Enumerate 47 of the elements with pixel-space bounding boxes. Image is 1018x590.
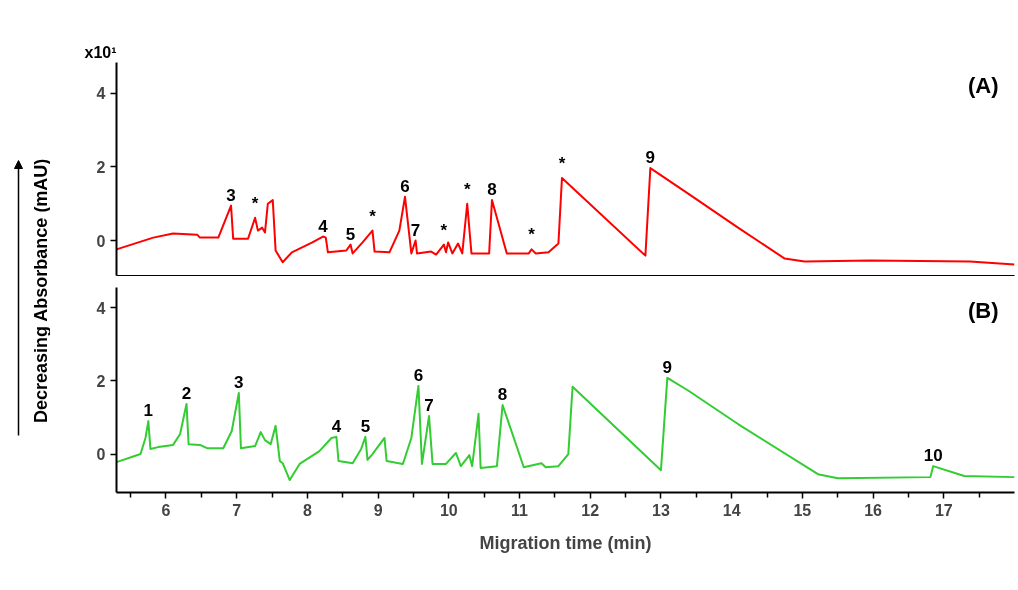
annotation: * xyxy=(440,220,448,240)
annotation: 5 xyxy=(360,416,371,436)
annotation: 1 xyxy=(143,401,154,421)
text: (A) xyxy=(967,72,999,98)
annotation: 7 xyxy=(424,395,434,415)
x-tick-label: 9 xyxy=(373,501,383,519)
x-tick-label: 16 xyxy=(864,501,883,519)
annotation: * xyxy=(251,193,259,213)
annotation: 9 xyxy=(662,357,673,377)
x-tick-label: 8 xyxy=(302,501,312,519)
annotation: * xyxy=(369,206,377,226)
x-tick-label: 7 xyxy=(232,501,242,519)
x-axis-title: Migration time (min) xyxy=(479,532,652,553)
y-tick-label: 4 xyxy=(96,299,106,317)
annotation: * xyxy=(463,179,471,199)
annotation: * xyxy=(558,154,566,174)
annotation: 6 xyxy=(413,365,424,385)
annotation: 5 xyxy=(345,224,356,244)
y-tick-label: 2 xyxy=(96,372,106,390)
annotation: 2 xyxy=(181,383,192,403)
y-tick-label: 2 xyxy=(96,158,106,176)
annotation: 7 xyxy=(410,220,421,240)
annotation: 10 xyxy=(923,446,943,466)
x-tick-label: 10 xyxy=(439,501,458,519)
text: x10¹ xyxy=(84,43,117,61)
x-tick-label: 14 xyxy=(722,501,741,519)
annotation: * xyxy=(528,225,536,245)
x-tick-label: 6 xyxy=(161,501,171,519)
annotation: 4 xyxy=(318,216,329,236)
annotation: 3 xyxy=(226,185,236,205)
x-tick-label: 17 xyxy=(934,501,953,519)
annotation: 6 xyxy=(400,176,410,196)
annotation: 3 xyxy=(234,372,244,392)
line-series xyxy=(116,167,1015,266)
x-tick-label: 12 xyxy=(581,501,600,519)
annotation: 9 xyxy=(645,148,656,168)
x-tick-label: 11 xyxy=(511,501,529,519)
annotation: 8 xyxy=(487,180,497,200)
y-tick-label: 4 xyxy=(96,85,106,103)
y-tick-label: 0 xyxy=(96,446,106,464)
x-tick-label: 15 xyxy=(793,501,812,519)
annotation: 8 xyxy=(497,385,508,405)
y-tick-label: 0 xyxy=(96,232,106,250)
x-tick-label: 13 xyxy=(652,501,670,519)
text: (B) xyxy=(967,297,999,323)
annotation: 4 xyxy=(331,416,342,436)
y-axis-title: Decreasing Absorbance (mAU) xyxy=(30,158,51,424)
